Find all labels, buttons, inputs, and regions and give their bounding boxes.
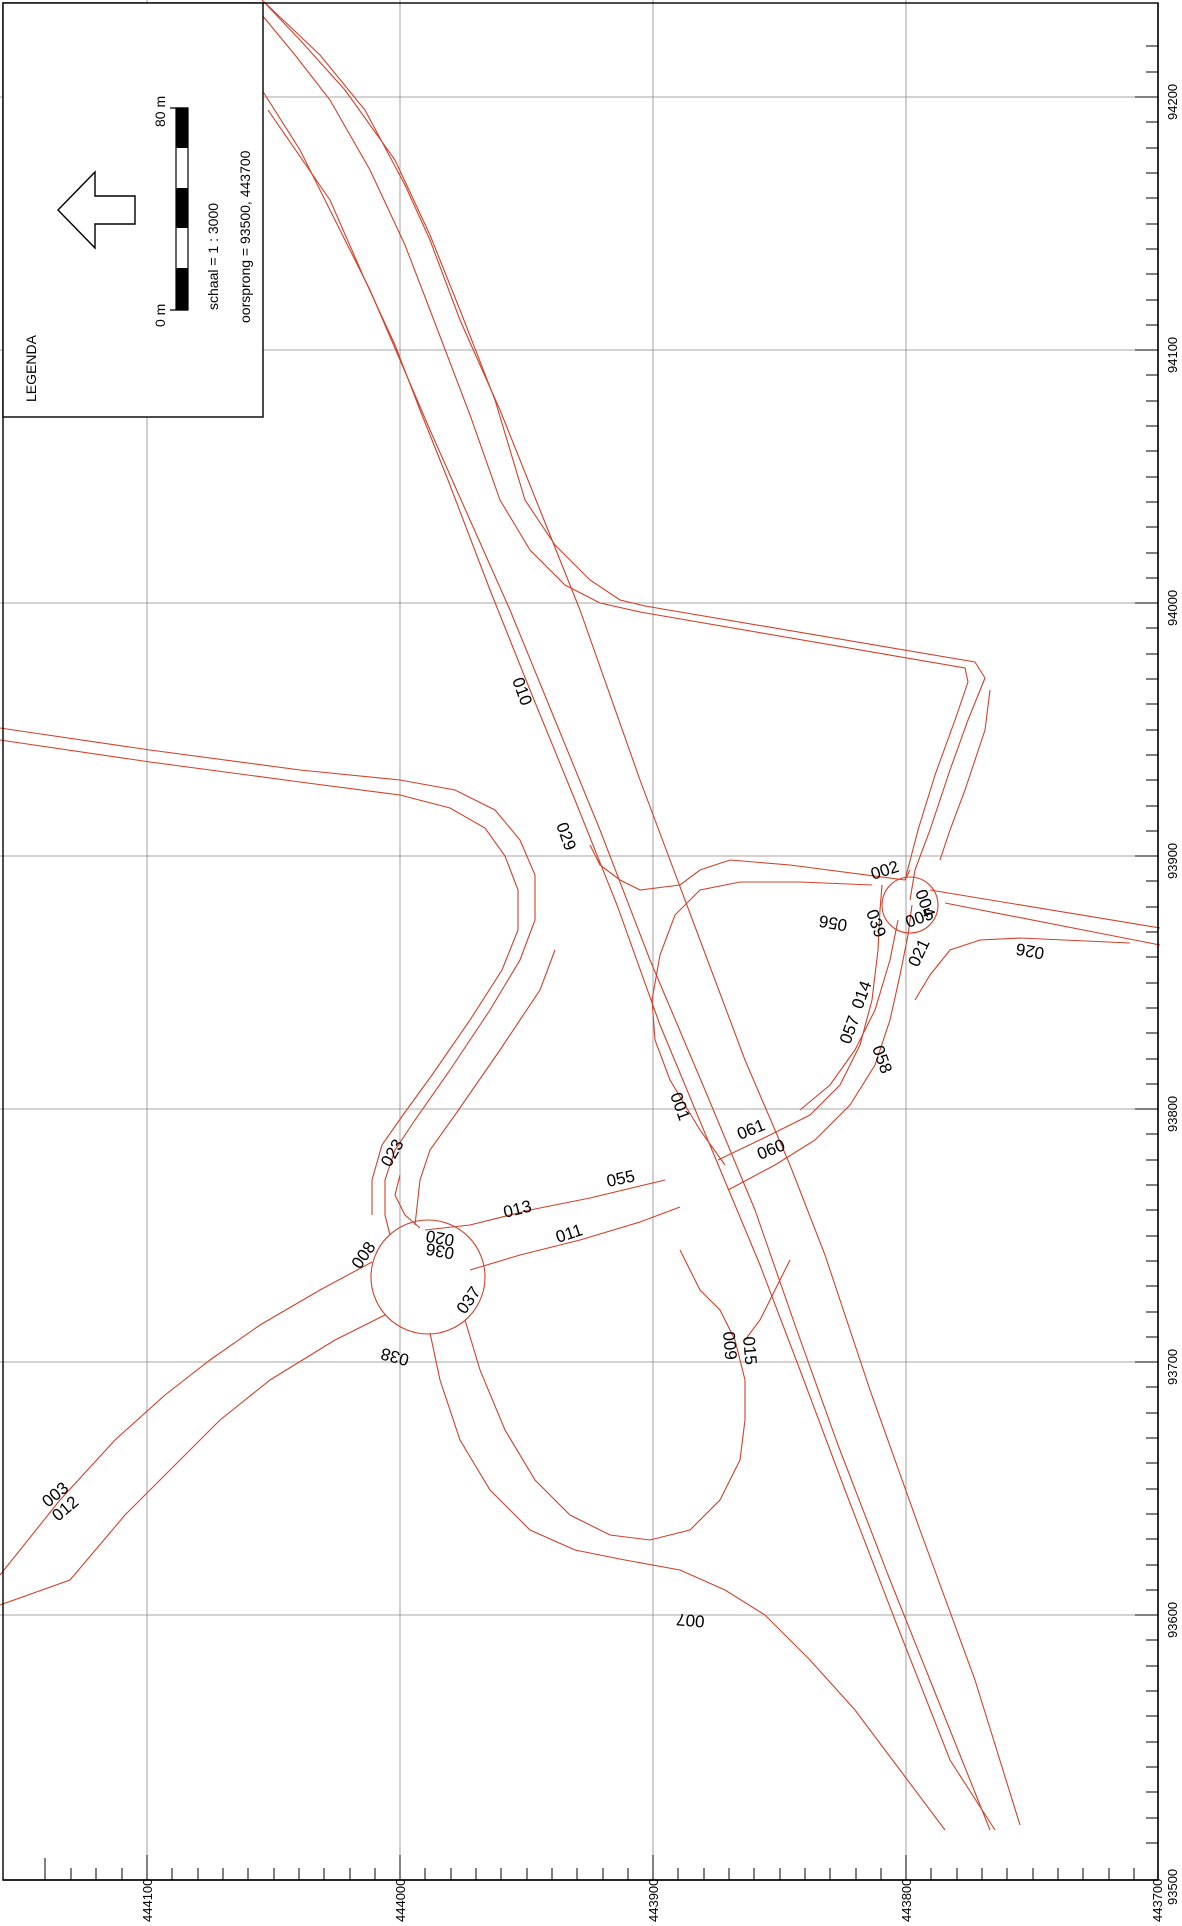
bottom-axis: 444100 444000 443900 443800 443700: [3, 1855, 1165, 1922]
road-009: [745, 1260, 790, 1340]
road-056-loop: [590, 845, 905, 890]
road-label: 011: [553, 1220, 585, 1246]
right-tick-label: 93600: [1165, 1602, 1180, 1638]
right-tick-label: 94100: [1165, 337, 1180, 373]
scale-end-label: 80 m: [152, 96, 168, 127]
road-001-line-b: [262, 90, 990, 1830]
right-tick-label: 93800: [1165, 1096, 1180, 1132]
road-label: 009: [719, 1331, 740, 1361]
road-037: [465, 1250, 745, 1540]
road-label: 026: [1014, 939, 1045, 963]
road-label: 014: [848, 978, 876, 1011]
road-label: 020: [424, 1226, 455, 1250]
right-tick-label: 94200: [1165, 84, 1180, 120]
road-loop-outer: [262, 0, 985, 900]
road-label: 029: [552, 820, 580, 853]
right-tick-label: 93900: [1165, 843, 1180, 879]
right-tick-label: 94000: [1165, 590, 1180, 626]
road-label: 001: [666, 1090, 694, 1123]
bottom-tick-label: 443800: [899, 1879, 914, 1922]
road-002-north: [905, 690, 990, 880]
road-label: 015: [739, 1336, 760, 1366]
road-label: 058: [868, 1043, 896, 1076]
legend-box: LEGENDA 0 m 80 m schaal = 1 : 3000 oorsp…: [3, 3, 263, 417]
scale-text: schaal = 1 : 3000: [205, 203, 221, 310]
road-label: 038: [379, 1344, 411, 1370]
road-003: [0, 1262, 372, 1575]
road-label: 013: [501, 1197, 533, 1222]
road-023-inner: [0, 740, 518, 1215]
road-label: 056: [817, 911, 848, 935]
road-label: 021: [904, 936, 933, 970]
bottom-tick-label: 443700: [1150, 1879, 1165, 1922]
bottom-tick-label: 443900: [646, 1879, 661, 1922]
road-label: 061: [734, 1115, 767, 1143]
road-001-line-c: [268, 110, 995, 1830]
road-label: 002: [868, 857, 901, 884]
road-label: 055: [605, 1166, 637, 1190]
legend-title: LEGENDA: [23, 334, 39, 402]
road-026-b: [945, 903, 1160, 945]
bottom-tick-label: 444000: [393, 1879, 408, 1922]
bottom-tick-label: 444100: [140, 1879, 155, 1922]
road-label: 010: [508, 675, 536, 708]
road-012: [0, 1315, 385, 1605]
origin-text: oorsprong = 93500, 443700: [237, 150, 253, 323]
right-axis: 94200 94100 94000 93900 93800 93700 9360…: [1135, 3, 1180, 1905]
right-tick-label: 93500: [1165, 1869, 1180, 1905]
road-label: 023: [377, 1136, 408, 1170]
road-label: 037: [453, 1283, 485, 1317]
road-label: 008: [348, 1238, 380, 1272]
road-038: [430, 1333, 945, 1830]
road-label: 039: [862, 907, 890, 940]
right-tick-label: 93700: [1165, 1349, 1180, 1385]
road-013: [415, 950, 555, 1225]
road-023-outer: [0, 728, 535, 1235]
road-loop-inner: [262, 15, 968, 880]
scale-start-label: 0 m: [152, 304, 168, 327]
road-label: 007: [675, 1610, 705, 1631]
